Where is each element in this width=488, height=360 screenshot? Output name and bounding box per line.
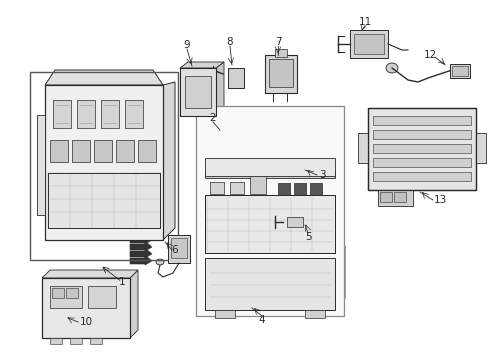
Bar [88,286,116,308]
Bar [204,195,334,253]
Bar [50,140,68,162]
Polygon shape [42,270,138,278]
Text: 4: 4 [258,315,265,325]
Bar [449,64,469,78]
Bar [204,158,334,176]
Polygon shape [266,138,283,158]
Bar [196,106,343,316]
Bar [48,173,160,228]
Bar [50,338,62,344]
Polygon shape [130,255,152,265]
Text: 6: 6 [171,245,178,255]
Bar [286,217,303,227]
Bar [268,59,292,87]
Text: 5: 5 [304,232,311,242]
Polygon shape [130,241,152,251]
Bar [204,170,334,178]
Polygon shape [303,138,318,158]
Polygon shape [248,138,264,158]
Bar [475,133,485,163]
Bar [101,100,119,128]
Polygon shape [285,138,301,158]
Bar [66,288,78,298]
Bar [227,68,244,88]
Bar [372,158,470,167]
Bar [90,338,102,344]
Polygon shape [163,82,175,240]
Bar [42,278,130,338]
Polygon shape [204,246,345,258]
Bar [45,85,163,240]
Bar [309,183,321,195]
Bar [264,55,296,93]
Polygon shape [130,248,152,258]
Bar [451,66,467,76]
Bar [180,68,216,116]
Bar [372,130,470,139]
Text: 13: 13 [432,195,446,205]
Bar [379,192,391,202]
Bar [367,108,475,190]
Bar [278,183,289,195]
Text: 2: 2 [209,113,216,123]
Bar [168,235,190,263]
Bar [52,288,64,298]
Polygon shape [204,138,342,158]
Bar [249,176,265,194]
Bar [30,72,178,260]
Bar [229,182,244,194]
Ellipse shape [156,259,163,265]
Bar [50,286,82,308]
Bar [204,195,334,253]
Bar [274,49,286,57]
Bar [37,115,45,215]
Bar [204,258,334,310]
Polygon shape [216,62,224,116]
Bar [138,140,156,162]
Bar [72,140,90,162]
Bar [367,108,475,190]
Bar [357,133,367,163]
Bar [305,310,325,318]
Text: 12: 12 [423,50,436,60]
Polygon shape [334,246,345,310]
Polygon shape [130,270,138,338]
Text: 9: 9 [183,40,190,50]
Bar [372,172,470,181]
Polygon shape [320,138,336,158]
Bar [94,140,112,162]
Ellipse shape [385,63,397,73]
Bar [125,100,142,128]
Bar [393,192,405,202]
Text: 11: 11 [358,17,371,27]
Bar [372,116,470,125]
Polygon shape [180,62,224,68]
Bar [353,34,383,54]
Bar [70,338,82,344]
Polygon shape [230,138,246,158]
Bar [349,30,387,58]
Bar [184,76,210,108]
Bar [377,190,412,206]
Text: 10: 10 [79,317,92,327]
Bar [48,173,160,228]
Text: 8: 8 [226,37,233,47]
Bar [171,238,186,258]
Bar [77,100,95,128]
Bar [53,100,71,128]
Polygon shape [130,234,152,244]
Bar [209,182,224,194]
Polygon shape [213,138,228,158]
Bar [372,144,470,153]
Bar [293,183,305,195]
Polygon shape [45,70,163,85]
Bar [215,310,235,318]
Text: 3: 3 [318,170,325,180]
Bar [116,140,134,162]
Text: 1: 1 [119,277,125,287]
Text: 7: 7 [274,37,281,47]
